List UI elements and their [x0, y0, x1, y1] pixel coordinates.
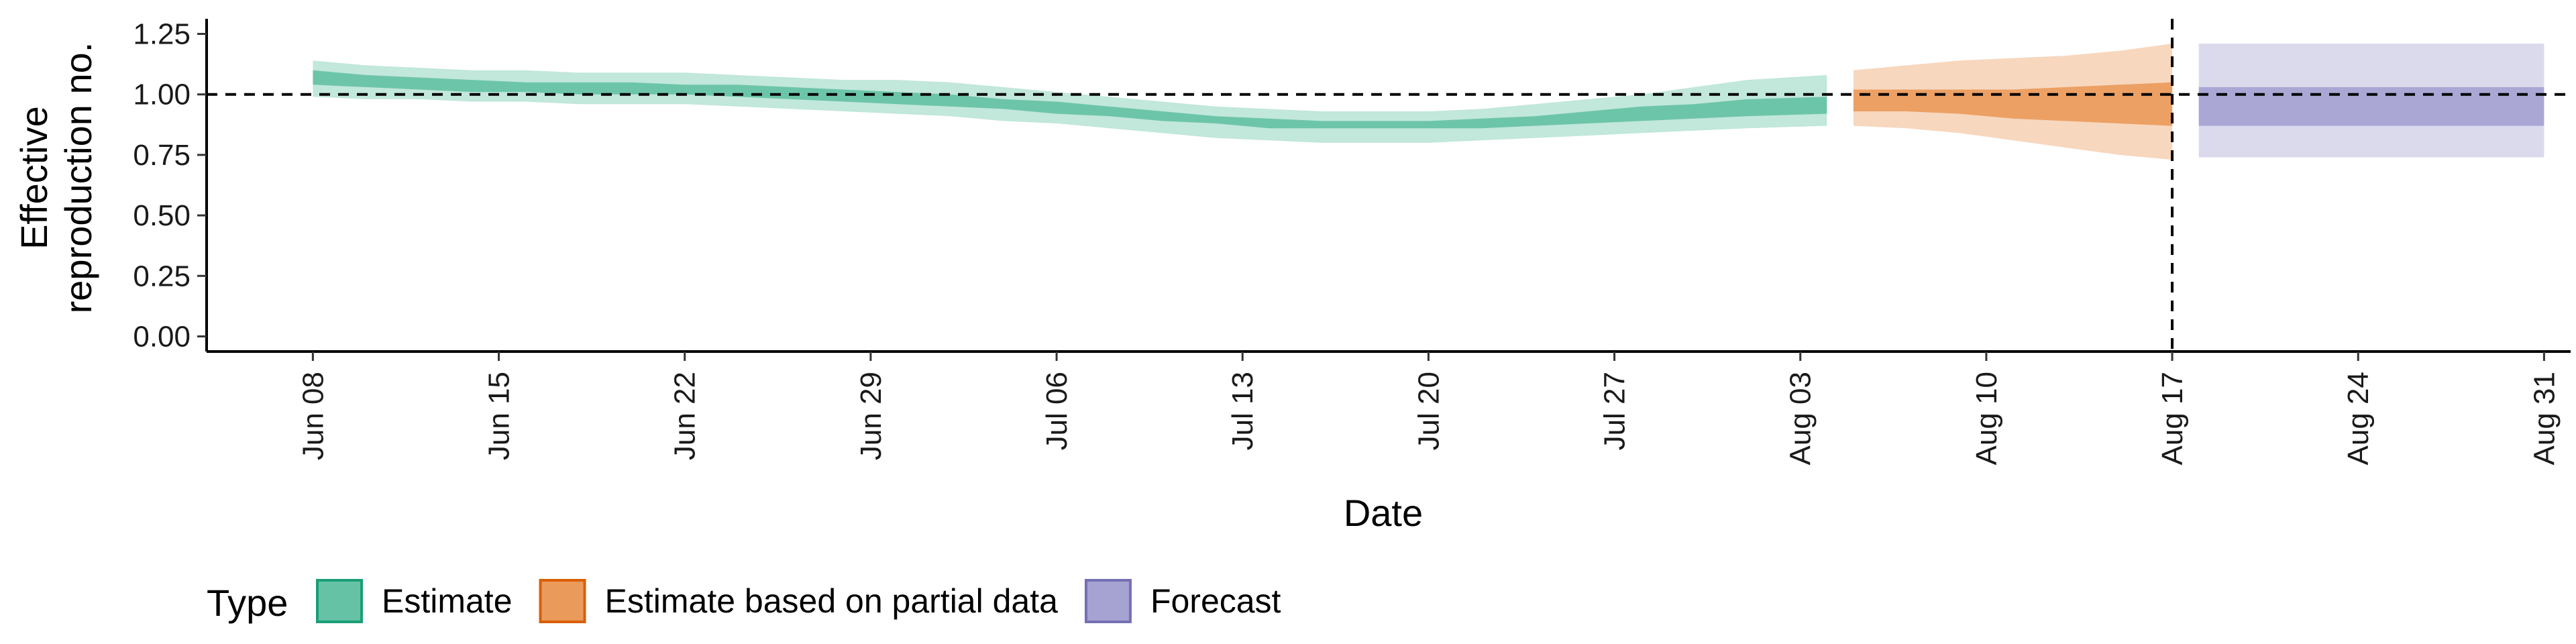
- estimate-ribbon-90: [313, 60, 1827, 143]
- y-axis-title-line-1: Effective: [13, 106, 55, 250]
- y-tick-label: 0.00: [133, 320, 191, 353]
- legend-label-estimate-based-on-partial-data: Estimate based on partial data: [605, 582, 1059, 620]
- x-tick-label: Jun 29: [855, 372, 888, 460]
- legend-title: Type: [207, 582, 288, 624]
- x-axis-title: Date: [1344, 492, 1423, 534]
- legend-key-forecast: [1084, 579, 1132, 623]
- x-tick-label: Aug 24: [2342, 372, 2375, 465]
- estimate-ribbon-50: [313, 70, 1827, 129]
- x-tick-label: Aug 17: [2156, 372, 2189, 465]
- x-tick-label: Aug 31: [2528, 372, 2561, 465]
- y-tick-label: 0.25: [133, 260, 191, 292]
- legend-key-estimate: [316, 579, 363, 623]
- x-tick-label: Aug 03: [1784, 372, 1817, 465]
- legend-label-estimate: Estimate: [382, 582, 513, 620]
- x-tick-label: Jun 15: [483, 372, 516, 460]
- y-tick-label: 1.25: [133, 18, 191, 51]
- forecast-ribbon-50: [2198, 87, 2544, 126]
- ribbons-layer: [313, 44, 2544, 160]
- x-tick-label: Aug 10: [1970, 372, 2003, 465]
- y-tick-label: 0.50: [133, 199, 191, 232]
- x-tick-label: Jul 06: [1040, 372, 1073, 450]
- legend-key-estimate-based-on-partial-data: [539, 579, 586, 623]
- x-tick-label: Jun 08: [297, 372, 329, 460]
- x-tick-label: Jul 20: [1412, 372, 1445, 450]
- y-tick-label: 1.00: [133, 78, 191, 111]
- y-tick-label: 0.75: [133, 139, 191, 172]
- x-tick-label: Jun 22: [669, 372, 702, 460]
- x-tick-label: Jul 13: [1226, 372, 1259, 450]
- legend-label-forecast: Forecast: [1150, 582, 1281, 620]
- y-axis-title: Effective reproduction no.: [13, 42, 99, 314]
- y-axis-title-line-2: reproduction no.: [57, 42, 99, 314]
- x-tick-label: Jul 27: [1599, 372, 1631, 450]
- legend: Type Estimate Estimate based on partial d…: [207, 579, 1281, 624]
- axes-layer: 0.00 0.25 0.50 0.75 1.00 1.25 Jun 08 Jun 15 Jun …: [133, 18, 2571, 465]
